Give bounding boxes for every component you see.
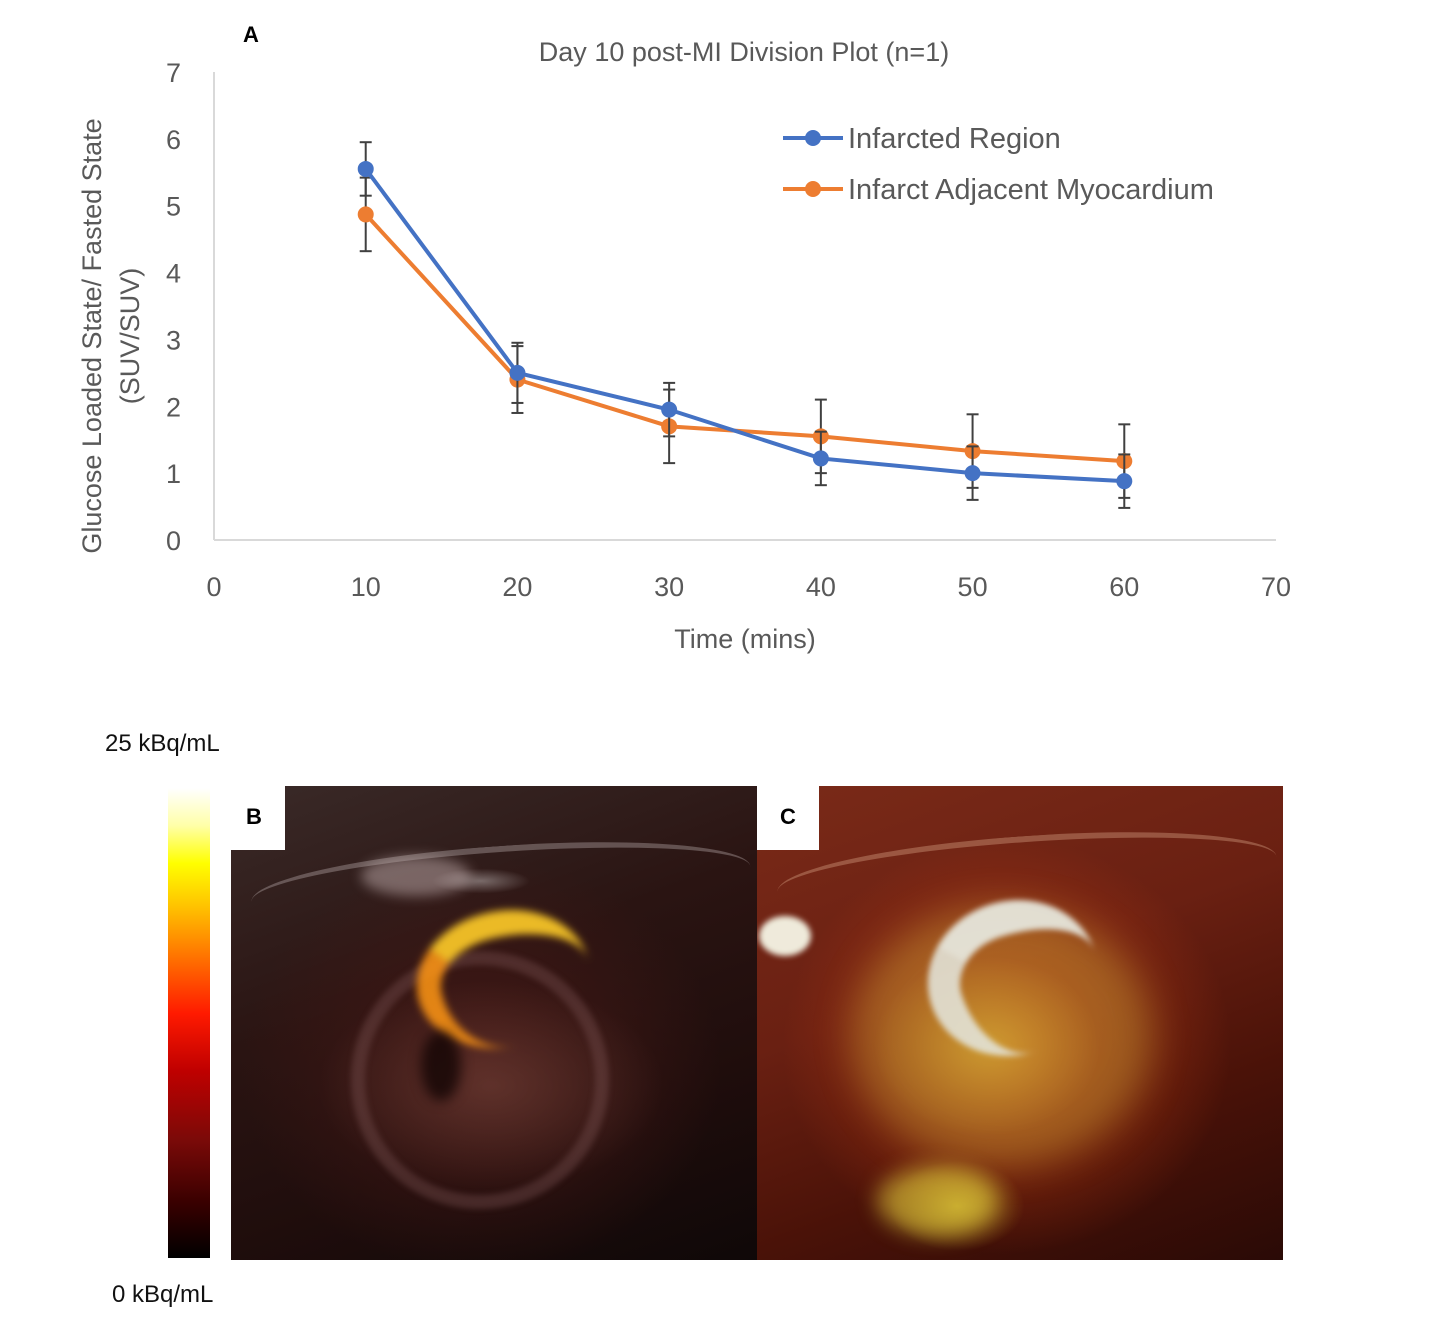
x-tick-label: 20 [502, 572, 532, 602]
data-point [509, 364, 526, 381]
x-axis-label: Time (mins) [674, 624, 816, 654]
y-tick-label: 5 [166, 192, 181, 222]
axes [213, 72, 1276, 541]
y-tick-label: 3 [166, 325, 181, 355]
y-tick-label: 7 [166, 58, 181, 88]
data-point [1116, 473, 1133, 490]
series-layer [357, 141, 1133, 509]
legend-marker [805, 181, 821, 197]
panel-label-a: A [243, 22, 259, 47]
x-tick-labels: 0 10 20 30 40 50 60 70 [206, 572, 1291, 602]
y-axis-label-line2: (SUV/SUV) [115, 268, 145, 405]
series-line [364, 213, 1125, 464]
y-tick-label: 2 [166, 392, 181, 422]
x-tick-label: 60 [1109, 572, 1139, 602]
sternum-highlight [361, 856, 471, 896]
panel-label-c: C [780, 804, 796, 829]
x-tick-label: 30 [654, 572, 684, 602]
y-tick-labels: 0 1 2 3 4 5 6 7 [166, 58, 181, 556]
x-tick-label: 0 [206, 572, 221, 602]
y-axis-label-line1: Glucose Loaded State/ Fasted State [77, 118, 107, 553]
colorbar-min-label: 0 kBq/mL [112, 1281, 214, 1308]
legend-label: Infarct Adjacent Myocardium [848, 174, 1214, 206]
series-line [364, 167, 1125, 484]
label-box-b [231, 786, 285, 850]
colorbar-max-label: 25 kBq/mL [105, 730, 220, 757]
data-point [964, 465, 981, 482]
x-tick-label: 70 [1261, 572, 1291, 602]
y-tick-label: 6 [166, 125, 181, 155]
myocardium-uptake [852, 906, 1152, 1166]
chart-title: Day 10 post-MI Division Plot (n=1) [539, 37, 949, 67]
pet-image-b [231, 786, 757, 1260]
y-tick-label: 4 [166, 259, 181, 289]
data-point [812, 450, 829, 467]
colorbar [168, 788, 210, 1258]
panel-label-b: B [246, 804, 262, 829]
legend-marker [805, 130, 821, 146]
y-tick-label: 0 [166, 526, 181, 556]
label-box-c [757, 786, 819, 850]
legend: Infarcted Region Infarct Adjacent Myocard… [783, 123, 1214, 206]
series-infarcted-region [357, 141, 1133, 509]
hot-spot [759, 916, 811, 956]
pet-image-c [757, 786, 1283, 1260]
data-point [357, 160, 374, 177]
data-point [661, 401, 678, 418]
dark-region [421, 1031, 461, 1101]
line-chart: Day 10 post-MI Division Plot (n=1) Gluco… [77, 37, 1291, 654]
lower-uptake [877, 1166, 997, 1236]
x-tick-label: 40 [806, 572, 836, 602]
y-tick-label: 1 [166, 459, 181, 489]
x-tick-label: 50 [958, 572, 988, 602]
data-point [357, 206, 374, 223]
legend-label: Infarcted Region [848, 123, 1061, 155]
series-infarct-adjacent-myocardium [357, 176, 1133, 499]
x-tick-label: 10 [351, 572, 381, 602]
